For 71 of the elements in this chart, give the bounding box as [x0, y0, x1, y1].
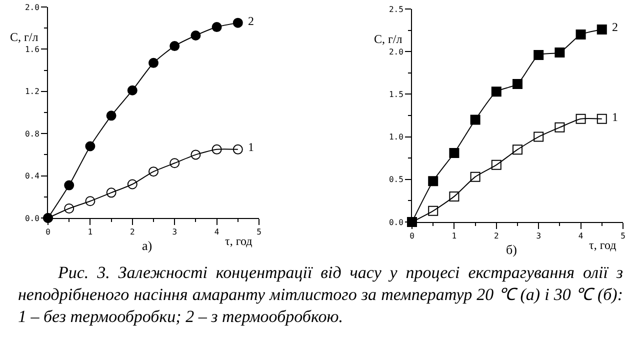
point [190, 150, 201, 160]
point [170, 41, 180, 52]
point [106, 110, 116, 121]
x-tick-label: 1 [452, 232, 457, 241]
series-label: 1 [248, 140, 254, 154]
point [470, 114, 480, 125]
x-tick-label: 2 [494, 232, 499, 241]
point [232, 18, 243, 28]
point [64, 204, 74, 214]
y-tick-label: 0.0 [388, 218, 404, 227]
y-tick-label: 1.2 [24, 87, 40, 96]
point [232, 144, 243, 154]
point [428, 206, 438, 216]
series-label: 2 [612, 20, 618, 34]
x-tick-label: 0 [410, 232, 415, 241]
point [127, 85, 138, 96]
point [148, 166, 158, 177]
point [596, 114, 607, 124]
point [491, 86, 502, 97]
y-tick-label: 1.5 [388, 90, 404, 99]
point [512, 144, 522, 155]
x-tick-label: 5 [620, 232, 626, 241]
point [212, 22, 222, 32]
text: Рис. 3. Залежності концентрації від часу у процесі екстрагування олії з неподрібненого насіння амаранту мітлистого за температур 20 ℃ (а) і 30 ℃ (б): 1 – без термообробки; 2 – з термообробкою. [18, 262, 623, 328]
point [512, 78, 522, 89]
point [534, 50, 544, 60]
y-axis-title: C, г/л [10, 30, 38, 44]
x-tick-label: 2 [130, 228, 135, 237]
point [491, 160, 502, 170]
x-axis-title: τ, год [225, 234, 252, 248]
x-tick-label: 4 [214, 228, 220, 237]
point [127, 179, 138, 190]
point [449, 148, 460, 158]
text: б) [506, 242, 517, 257]
x-axis-title: τ, год [589, 238, 616, 252]
point [534, 132, 544, 142]
point [190, 30, 201, 40]
point [596, 24, 607, 34]
point [449, 191, 460, 202]
point [576, 114, 586, 124]
y-tick-label: 0.5 [388, 175, 404, 184]
text: а) [142, 238, 152, 253]
point [554, 47, 565, 58]
point [576, 30, 586, 40]
y-tick-label: 1.0 [388, 132, 404, 142]
x-tick-label: 1 [88, 228, 93, 237]
x-tick-label: 0 [46, 228, 51, 237]
point [470, 172, 480, 182]
point [85, 141, 96, 152]
point [554, 122, 565, 132]
point [106, 188, 116, 198]
y-tick-label: 0.0 [24, 214, 40, 223]
x-tick-label: 3 [172, 228, 178, 237]
series-label: 1 [612, 110, 618, 124]
y-tick-label: 2.0 [24, 2, 40, 12]
point [85, 196, 96, 206]
point [148, 58, 158, 68]
x-tick-label: 3 [536, 232, 542, 241]
y-tick-label: 0.4 [24, 172, 40, 181]
y-tick-label: 1.6 [24, 45, 40, 54]
y-axis-title: C, г/л [374, 32, 402, 46]
point [212, 144, 222, 154]
point [170, 158, 180, 168]
y-tick-label: 2.5 [388, 4, 404, 14]
y-tick-label: 2.0 [388, 47, 404, 56]
series-label: 2 [248, 14, 254, 28]
point [64, 180, 74, 190]
point [428, 176, 438, 186]
x-tick-label: 4 [578, 232, 584, 241]
x-tick-label: 5 [256, 228, 262, 237]
y-tick-label: 0.8 [24, 129, 40, 138]
